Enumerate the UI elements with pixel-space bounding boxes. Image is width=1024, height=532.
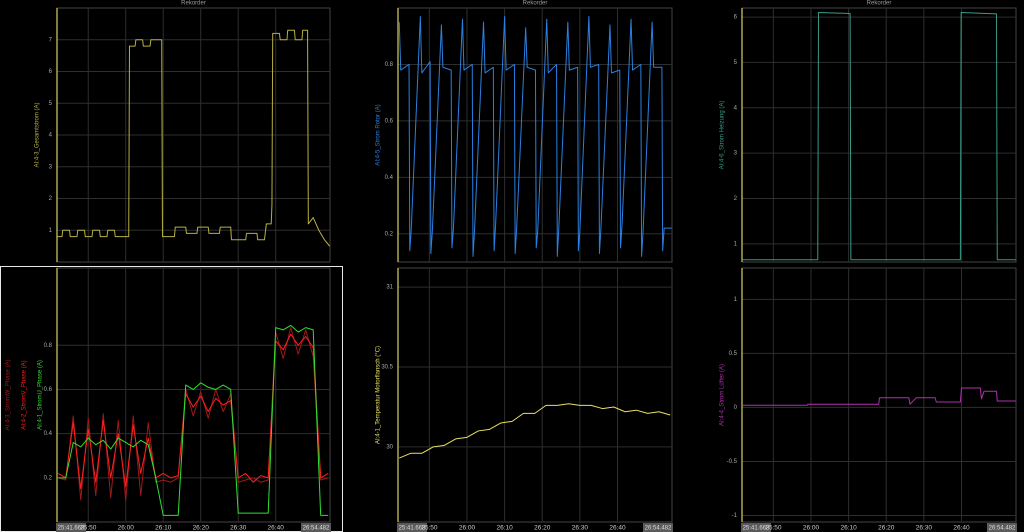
x-tick-label: 25:41.668 bbox=[58, 526, 85, 532]
x-tick-label: 25:50 bbox=[421, 525, 438, 532]
y-tick-label: 30.5 bbox=[381, 365, 393, 371]
x-tick-label: 26:10 bbox=[496, 525, 513, 532]
y-tick-label: 7 bbox=[49, 37, 53, 43]
y-tick-label: 5 bbox=[49, 101, 53, 107]
x-tick-label: 26:30 bbox=[572, 525, 589, 532]
y-tick-label: 31 bbox=[386, 285, 393, 291]
x-tick-label: 26:10 bbox=[155, 525, 172, 532]
y-tick-label: 0 bbox=[734, 405, 738, 411]
axis-name: AI:4-6_Strom Heizung (A) bbox=[720, 101, 726, 170]
x-tick-label: 26:10 bbox=[840, 525, 857, 532]
y-tick-label: 3 bbox=[49, 164, 53, 170]
y-tick-label: 0.8 bbox=[44, 343, 53, 349]
x-tick-label: 26:00 bbox=[803, 525, 820, 532]
x-tick-label: 26:40 bbox=[609, 525, 626, 532]
y-tick-label: 1 bbox=[734, 241, 738, 247]
y-tick-label: 0.4 bbox=[385, 175, 394, 181]
x-tick-label: 26:30 bbox=[916, 525, 933, 532]
y-tick-label: 2 bbox=[49, 196, 53, 202]
x-tick-label: 25:41.668 bbox=[743, 526, 770, 532]
trace bbox=[57, 29, 331, 247]
y-tick-label: 6 bbox=[734, 15, 738, 21]
panel-title: Rekorder bbox=[867, 1, 892, 7]
y-tick-label: 0.8 bbox=[385, 62, 394, 68]
y-tick-label: 4 bbox=[49, 133, 53, 139]
axis-name: AI:4-1_Temperatur Motorflansch (°C) bbox=[376, 346, 382, 444]
trace bbox=[399, 403, 671, 459]
axis-name: AI:4-4_Strom Lüfter (A) bbox=[720, 364, 726, 426]
x-edge-box bbox=[741, 523, 771, 532]
axis-name: AI:4-5_Strom Rotor (A) bbox=[376, 104, 382, 165]
y-tick-label: 6 bbox=[49, 69, 53, 75]
y-tick-label: 0.5 bbox=[729, 351, 738, 357]
y-tick-label: 4 bbox=[734, 105, 738, 111]
y-tick-label: 1 bbox=[49, 228, 53, 234]
x-tick-label: 25:50 bbox=[765, 525, 782, 532]
x-tick-label: 26:00 bbox=[118, 525, 135, 532]
trace bbox=[57, 333, 329, 490]
axis-name: AI:4-2_StromV_Phase (A) bbox=[22, 360, 28, 429]
y-tick-label: 1 bbox=[734, 297, 738, 303]
x-edge-box bbox=[301, 523, 331, 532]
x-tick-label: 26:54.482 bbox=[989, 526, 1016, 532]
axis-name: AI:4-3_Gesamtstrom (A) bbox=[35, 102, 41, 167]
y-tick-label: 0.2 bbox=[385, 231, 394, 237]
y-tick-label: 0.2 bbox=[44, 475, 53, 481]
panel-title: Rekorder bbox=[523, 1, 548, 7]
y-tick-label: 3 bbox=[734, 151, 738, 157]
trace bbox=[58, 324, 329, 516]
x-edge-box bbox=[987, 523, 1017, 532]
trace bbox=[398, 15, 672, 257]
trace bbox=[742, 387, 1016, 406]
x-tick-label: 26:20 bbox=[534, 525, 551, 532]
y-tick-label: -1 bbox=[732, 513, 738, 519]
y-tick-label: 30 bbox=[386, 444, 393, 450]
x-tick-label: 26:40 bbox=[268, 525, 285, 532]
y-tick-label: 2 bbox=[734, 196, 738, 202]
x-tick-label: 26:20 bbox=[878, 525, 895, 532]
y-tick-label: 0.6 bbox=[385, 118, 394, 124]
y-tick-label: 0.4 bbox=[44, 431, 53, 437]
x-tick-label: 26:54.482 bbox=[303, 526, 330, 532]
x-tick-label: 26:40 bbox=[953, 525, 970, 532]
x-tick-label: 26:20 bbox=[193, 525, 210, 532]
panel-title: Rekorder bbox=[181, 1, 206, 7]
x-tick-label: 26:30 bbox=[230, 525, 247, 532]
y-tick-label: -0.5 bbox=[727, 459, 738, 465]
x-tick-label: 25:50 bbox=[80, 525, 97, 532]
x-edge-box bbox=[643, 523, 673, 532]
x-tick-label: 25:41.668 bbox=[399, 526, 426, 532]
trace bbox=[742, 12, 1016, 261]
x-tick-label: 26:00 bbox=[459, 525, 476, 532]
x-edge-box bbox=[56, 523, 86, 532]
axis-name: AI:4-1_StromU_Phase (A) bbox=[38, 360, 44, 430]
axis-name: AI:4-3_StromW_Phase (A) bbox=[6, 359, 12, 430]
x-tick-label: 26:54.482 bbox=[645, 526, 672, 532]
y-tick-label: 5 bbox=[734, 60, 738, 66]
x-edge-box bbox=[397, 523, 427, 532]
trace bbox=[58, 327, 329, 501]
y-tick-label: 0.6 bbox=[44, 387, 53, 393]
